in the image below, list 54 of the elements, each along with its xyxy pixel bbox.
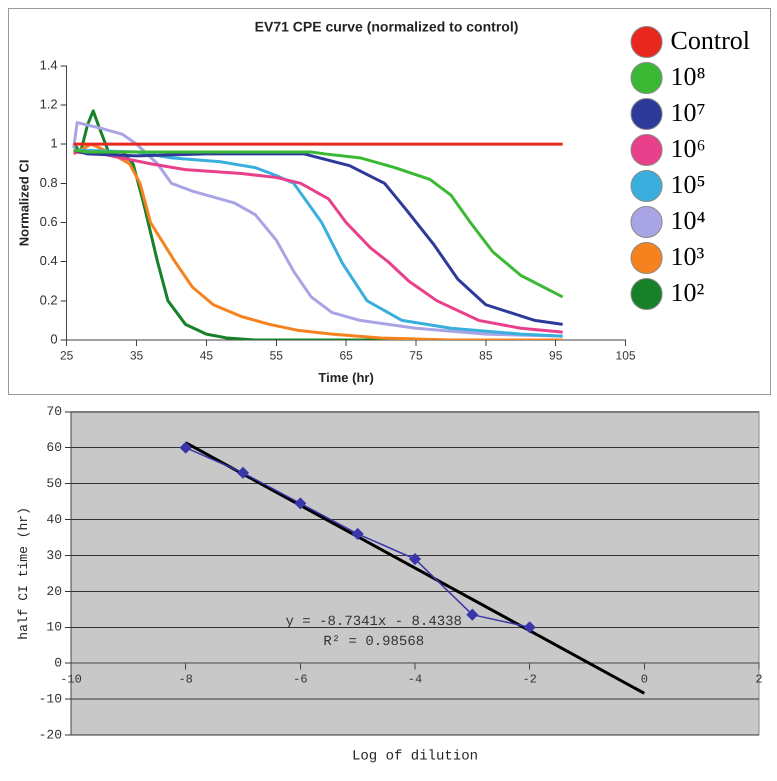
legend-label: 10⁶ [670, 134, 706, 163]
point [409, 553, 421, 565]
y-tick-label: 1.4 [40, 57, 58, 72]
x-tick-label: -2 [522, 672, 537, 687]
point [352, 528, 364, 540]
y-axis-title: Normalized CI [16, 160, 32, 246]
y-tick-label: 0 [50, 332, 58, 347]
y-tick-label: 1 [50, 136, 58, 151]
legend-label: 10² [670, 278, 705, 307]
y-tick-label: 20 [46, 584, 62, 599]
annotation: R² = 0.98568 [323, 634, 424, 650]
y-tick-label: 0.4 [40, 253, 58, 268]
legend-label: Control [670, 26, 750, 55]
point [180, 442, 192, 454]
y-tick-label: 30 [46, 548, 62, 563]
y-tick-label: 0 [54, 656, 62, 671]
x-tick-label: 45 [200, 348, 214, 363]
y-tick-label: 70 [46, 404, 62, 420]
x-tick-label: 65 [339, 348, 354, 363]
y-tick-label: 1.2 [40, 96, 58, 112]
y-tick-label: 10 [46, 620, 62, 635]
legend-label: 10³ [670, 242, 705, 271]
point [524, 622, 536, 634]
y-tick-label: 0.2 [40, 292, 58, 308]
x-tick-label: 85 [479, 348, 493, 363]
legend-label: 10⁴ [670, 206, 706, 235]
y-tick-label: -10 [38, 692, 62, 707]
y-tick-label: 60 [46, 440, 62, 456]
x-tick-label: 55 [270, 348, 284, 363]
x-tick-label: 25 [60, 348, 74, 363]
y-tick-label: 0.8 [40, 174, 58, 190]
x-axis-title: Time (hr) [318, 370, 374, 385]
x-tick-label: 95 [549, 348, 563, 363]
x-tick-label: -6 [293, 672, 308, 687]
x-tick-label: -4 [408, 672, 422, 687]
point [466, 608, 478, 620]
point [237, 467, 249, 479]
y-tick-label: -20 [38, 727, 62, 742]
point [294, 498, 306, 510]
x-tick-label: -8 [178, 672, 193, 687]
y-tick-label: 0.6 [40, 214, 58, 230]
x-tick-label: 35 [130, 348, 144, 363]
chart-title: EV71 CPE curve (normalized to control) [254, 18, 518, 34]
x-tick-label: 2 [755, 672, 763, 687]
x-tick-label: 75 [409, 348, 423, 363]
x-tick-label: 105 [616, 348, 636, 363]
y-axis-title: half CI time (hr) [16, 507, 32, 640]
legend-label: 10⁸ [670, 62, 706, 91]
legend-label: 10⁵ [670, 170, 706, 199]
x-axis-title: Log of dilution [352, 748, 478, 765]
x-tick-label: 0 [640, 672, 648, 687]
legend-label: 10⁷ [670, 98, 706, 127]
y-tick-label: 40 [46, 512, 62, 527]
y-tick-label: 50 [46, 476, 62, 492]
